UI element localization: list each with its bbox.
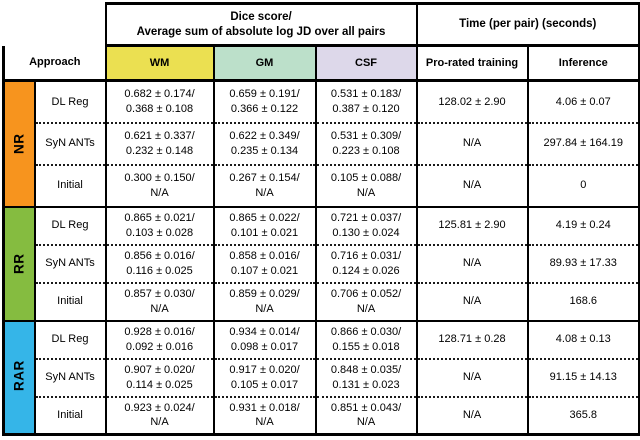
gm-value-cell: 0.931 ± 0.018/ N/A (212, 395, 317, 436)
approach-cell: DL Reg (33, 320, 107, 359)
csf-value-cell: 0.721 ± 0.037/ 0.130 ± 0.024 (314, 206, 418, 245)
approach-cell: Initial (33, 163, 107, 208)
table-row: RR DL Reg 0.865 ± 0.021/ 0.103 ± 0.028 0… (2, 206, 640, 322)
wm-value-cell: 0.856 ± 0.016/ 0.116 ± 0.025 (104, 243, 215, 283)
training-value-cell: 125.81 ± 2.90 (415, 206, 529, 245)
training-value-cell: N/A (415, 243, 529, 283)
inference-value-cell: 168.6 (526, 281, 640, 322)
table-row: Initial 0.857 ± 0.030/ N/A 0.859 ± 0.029… (4, 281, 640, 322)
group-label-rar: RAR (11, 360, 27, 392)
gm-column-header: GM (212, 45, 317, 82)
gm-value-cell: 0.858 ± 0.016/ 0.107 ± 0.021 (212, 243, 317, 283)
gm-value-cell: 0.659 ± 0.191/ 0.366 ± 0.122 (212, 80, 317, 123)
approach-cell: DL Reg (33, 80, 107, 123)
wm-value-cell: 0.923 ± 0.024/ N/A (104, 395, 215, 436)
approach-column-header: Approach (2, 45, 107, 82)
dice-score-header: Dice score/ Average sum of absolute log … (104, 2, 418, 47)
approach-cell: DL Reg (33, 206, 107, 245)
training-value-cell: 128.02 ± 2.90 (415, 80, 529, 123)
csf-value-cell: 0.531 ± 0.309/ 0.223 ± 0.108 (314, 121, 418, 165)
table-row: RAR DL Reg 0.928 ± 0.016/ 0.092 ± 0.016 … (2, 320, 640, 436)
inference-value-cell: 89.93 ± 17.33 (526, 243, 640, 283)
inference-value-cell: 4.19 ± 0.24 (526, 206, 640, 245)
inference-value-cell: 91.15 ± 14.13 (526, 357, 640, 397)
approach-cell: SyN ANTs (33, 121, 107, 165)
gm-value-cell: 0.622 ± 0.349/ 0.235 ± 0.134 (212, 121, 317, 165)
csf-value-cell: 0.706 ± 0.052/ N/A (314, 281, 418, 322)
table-row: Initial 0.923 ± 0.024/ N/A 0.931 ± 0.018… (4, 395, 640, 436)
inference-value-cell: 365.8 (526, 395, 640, 436)
csf-value-cell: 0.531 ± 0.183/ 0.387 ± 0.120 (314, 80, 418, 123)
table-row: SyN ANTs 0.907 ± 0.020/ 0.114 ± 0.025 0.… (4, 357, 640, 397)
top-left-empty-cell (3, 3, 106, 46)
csf-value-cell: 0.851 ± 0.043/ N/A (314, 395, 418, 436)
table-row: NR DL Reg 0.682 ± 0.174/ 0.368 ± 0.108 0… (2, 80, 640, 208)
inference-value-cell: 0 (526, 163, 640, 208)
time-header: Time (per pair) (seconds) (415, 2, 640, 47)
table-row: SyN ANTs 0.856 ± 0.016/ 0.116 ± 0.025 0.… (4, 243, 640, 283)
group-band-nr: NR (2, 80, 36, 208)
gm-value-cell: 0.917 ± 0.020/ 0.105 ± 0.017 (212, 357, 317, 397)
inference-value-cell: 4.08 ± 0.13 (526, 320, 640, 359)
training-value-cell: 128.71 ± 0.28 (415, 320, 529, 359)
gm-value-cell: 0.267 ± 0.154/ N/A (212, 163, 317, 208)
wm-column-header: WM (104, 45, 215, 82)
wm-value-cell: 0.857 ± 0.030/ N/A (104, 281, 215, 322)
group-band-rr: RR (2, 206, 36, 322)
wm-value-cell: 0.865 ± 0.021/ 0.103 ± 0.028 (104, 206, 215, 245)
wm-value-cell: 0.621 ± 0.337/ 0.232 ± 0.148 (104, 121, 215, 165)
csf-value-cell: 0.866 ± 0.030/ 0.155 ± 0.018 (314, 320, 418, 359)
csf-column-header: CSF (314, 45, 418, 82)
training-column-header: Pro-rated training (415, 45, 529, 82)
training-value-cell: N/A (415, 281, 529, 322)
wm-value-cell: 0.928 ± 0.016/ 0.092 ± 0.016 (104, 320, 215, 359)
wm-value-cell: 0.682 ± 0.174/ 0.368 ± 0.108 (104, 80, 215, 123)
training-value-cell: N/A (415, 357, 529, 397)
training-value-cell: N/A (415, 121, 529, 165)
table-row: Initial 0.300 ± 0.150/ N/A 0.267 ± 0.154… (4, 163, 640, 208)
csf-value-cell: 0.848 ± 0.035/ 0.131 ± 0.023 (314, 357, 418, 397)
training-value-cell: N/A (415, 395, 529, 436)
inference-value-cell: 297.84 ± 164.19 (526, 121, 640, 165)
approach-cell: SyN ANTs (33, 357, 107, 397)
group-label-rr: RR (11, 253, 27, 274)
table-row: SyN ANTs 0.621 ± 0.337/ 0.232 ± 0.148 0.… (4, 121, 640, 165)
wm-value-cell: 0.907 ± 0.020/ 0.114 ± 0.025 (104, 357, 215, 397)
inference-column-header: Inference (526, 45, 640, 82)
gm-value-cell: 0.859 ± 0.029/ N/A (212, 281, 317, 322)
group-label-nr: NR (11, 133, 27, 154)
approach-cell: Initial (33, 395, 107, 436)
approach-cell: Initial (33, 281, 107, 322)
gm-value-cell: 0.934 ± 0.014/ 0.098 ± 0.017 (212, 320, 317, 359)
csf-value-cell: 0.716 ± 0.031/ 0.124 ± 0.026 (314, 243, 418, 283)
gm-value-cell: 0.865 ± 0.022/ 0.101 ± 0.021 (212, 206, 317, 245)
csf-value-cell: 0.105 ± 0.088/ N/A (314, 163, 418, 208)
wm-value-cell: 0.300 ± 0.150/ N/A (104, 163, 215, 208)
training-value-cell: N/A (415, 163, 529, 208)
group-band-rar: RAR (2, 320, 36, 436)
approach-cell: SyN ANTs (33, 243, 107, 283)
inference-value-cell: 4.06 ± 0.07 (526, 80, 640, 123)
